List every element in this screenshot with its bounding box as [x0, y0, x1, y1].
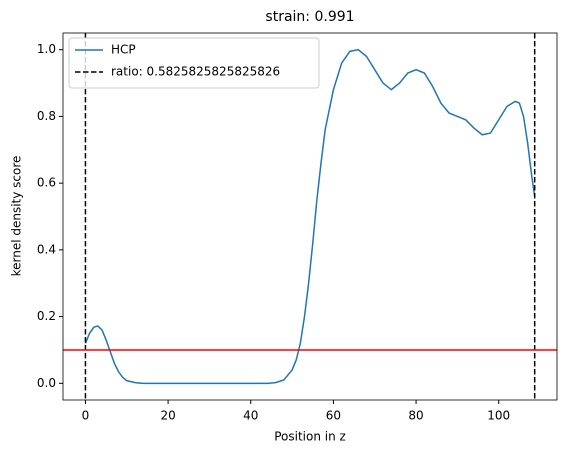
- y-tick-label: 1.0: [37, 42, 56, 56]
- x-tick-label: 20: [160, 409, 175, 423]
- y-axis-label: kernel density score: [10, 156, 24, 277]
- x-tick-label: 80: [408, 409, 423, 423]
- chart-title: strain: 0.991: [265, 9, 354, 25]
- y-tick-label: 0.4: [37, 242, 56, 256]
- x-tick-label: 40: [243, 409, 258, 423]
- axes-frame: [62, 32, 558, 401]
- x-tick-label: 60: [326, 409, 341, 423]
- data-line: [84, 48, 536, 385]
- x-tick-label: 100: [487, 409, 510, 423]
- y-tick-label: 0.0: [37, 376, 56, 390]
- legend-label: HCP: [111, 43, 136, 57]
- y-tick-label: 0.2: [37, 309, 56, 323]
- y-tick-label: 0.8: [37, 109, 56, 123]
- legend-label: ratio: 0.5825825825825826: [111, 65, 280, 79]
- x-tick-label: 0: [82, 409, 90, 423]
- legend-box: [68, 37, 320, 89]
- x-axis-label: Position in z: [274, 430, 346, 444]
- y-tick-label: 0.6: [37, 176, 56, 190]
